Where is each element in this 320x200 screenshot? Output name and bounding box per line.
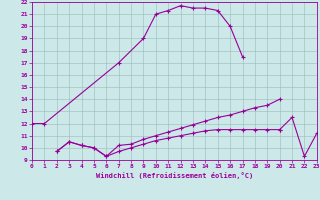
X-axis label: Windchill (Refroidissement éolien,°C): Windchill (Refroidissement éolien,°C) <box>96 172 253 179</box>
